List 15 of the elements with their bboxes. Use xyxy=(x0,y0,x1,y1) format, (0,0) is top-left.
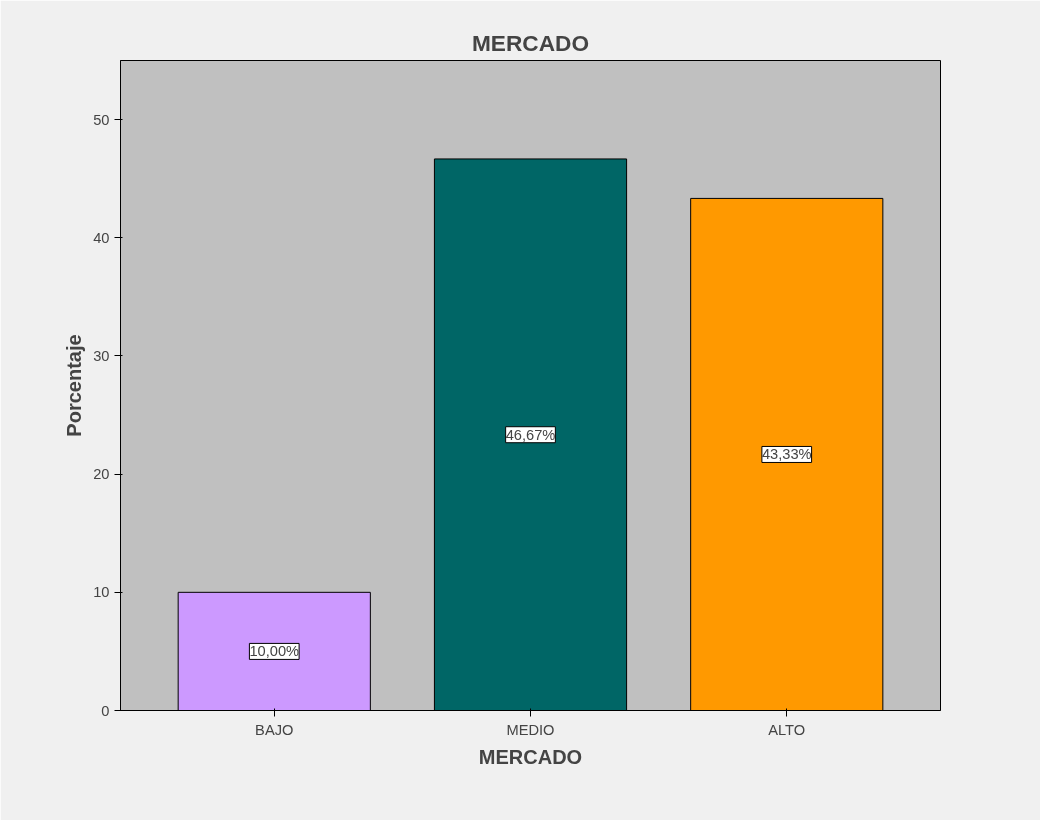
data-label: 43,33% xyxy=(761,446,812,463)
x-tick-label: MEDIO xyxy=(506,721,555,738)
data-label: 46,67% xyxy=(505,426,556,443)
y-tick-label: 10 xyxy=(93,584,110,601)
y-tick-label: 30 xyxy=(93,347,110,364)
data-label: 10,00% xyxy=(249,643,300,660)
chart-title: MERCADO xyxy=(471,29,590,56)
x-tick-label: ALTO xyxy=(768,721,806,738)
x-axis-title: MERCADO xyxy=(478,745,583,768)
y-tick-label: 40 xyxy=(93,229,110,246)
y-axis-title: Porcentaje xyxy=(63,334,86,437)
y-tick-label: 0 xyxy=(101,702,110,719)
y-tick-label: 20 xyxy=(93,466,110,483)
x-tick-label: BAJO xyxy=(255,721,294,738)
y-tick-label: 50 xyxy=(93,111,110,128)
